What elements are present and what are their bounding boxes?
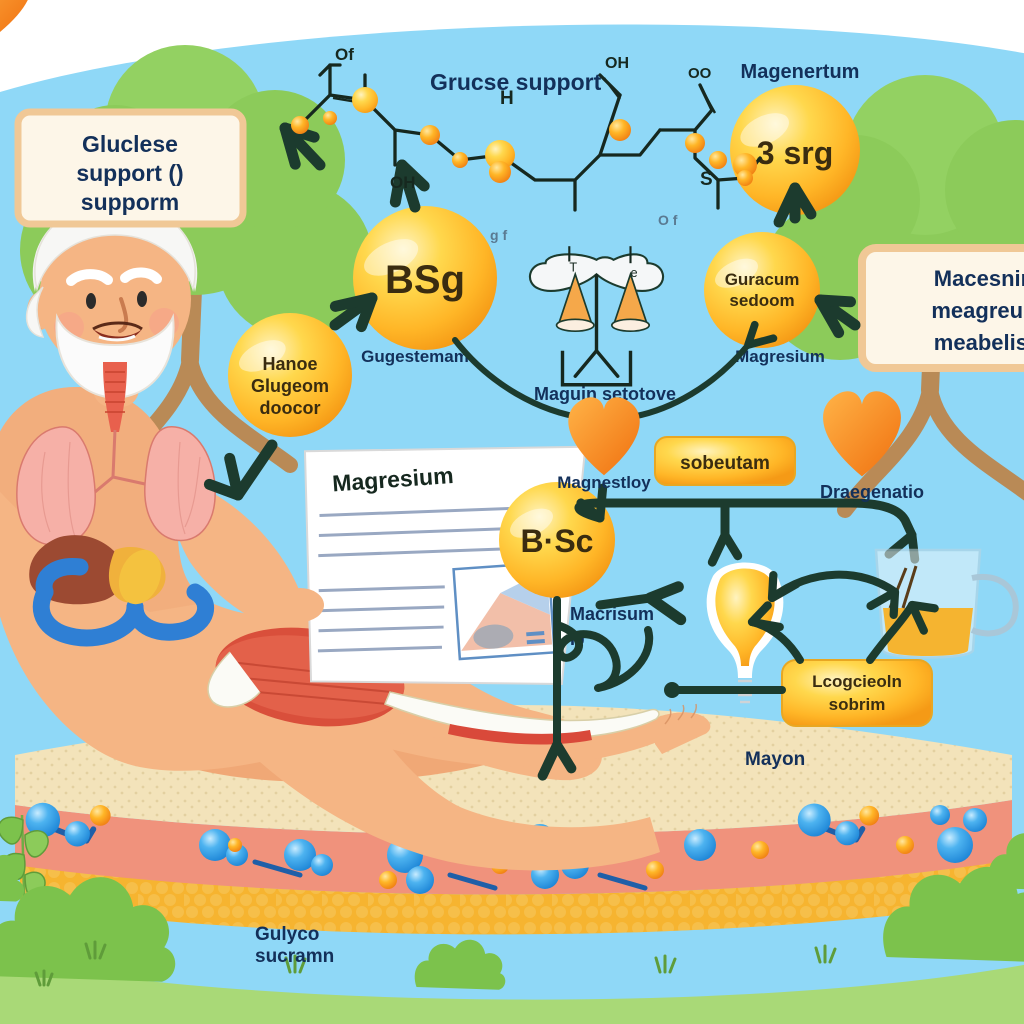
svg-text:Hanoe: Hanoe [262, 354, 317, 374]
svg-text:sucramn: sucramn [255, 946, 334, 967]
svg-text:Glugeom: Glugeom [251, 376, 329, 396]
svg-text:Magresium: Magresium [735, 347, 825, 366]
svg-text:BSg: BSg [385, 258, 465, 302]
svg-text:sobrim: sobrim [829, 695, 886, 714]
svg-text:g f: g f [490, 227, 507, 243]
svg-text:support (): support () [76, 160, 183, 186]
svg-text:sobeutam: sobeutam [680, 453, 770, 474]
svg-text:Maguin setotove: Maguin setotove [534, 384, 676, 404]
svg-text:supporm: supporm [81, 189, 179, 215]
svg-text:doocor: doocor [260, 398, 321, 418]
svg-text:Lcogcieoln: Lcogcieoln [812, 672, 902, 691]
svg-text:Magenertum: Magenertum [741, 61, 860, 83]
svg-text:OO: OO [688, 65, 712, 82]
svg-text:Magnestloy: Magnestloy [557, 473, 651, 492]
svg-text:B·Sc: B·Sc [521, 523, 594, 559]
svg-text:sedoom: sedoom [729, 291, 794, 310]
svg-text:O f: O f [658, 212, 678, 228]
svg-text:Mayon: Mayon [745, 749, 805, 770]
svg-text:meabeliss: meabeliss [934, 330, 1024, 355]
svg-text:3 srg: 3 srg [757, 135, 833, 171]
svg-text:T: T [569, 260, 577, 275]
svg-text:S: S [700, 169, 713, 190]
svg-text:OH: OH [390, 173, 416, 192]
svg-text:Draegenatio: Draegenatio [820, 482, 924, 502]
svg-text:OH: OH [605, 55, 629, 72]
svg-text:Gulyco: Gulyco [255, 924, 319, 945]
svg-text:Gugestemam: Gugestemam [361, 347, 469, 366]
svg-text:Grucse support: Grucse support [430, 69, 602, 95]
svg-text:Of: Of [335, 45, 354, 64]
svg-text:Gluclese: Gluclese [82, 131, 178, 157]
svg-text:Guracum: Guracum [725, 270, 800, 289]
